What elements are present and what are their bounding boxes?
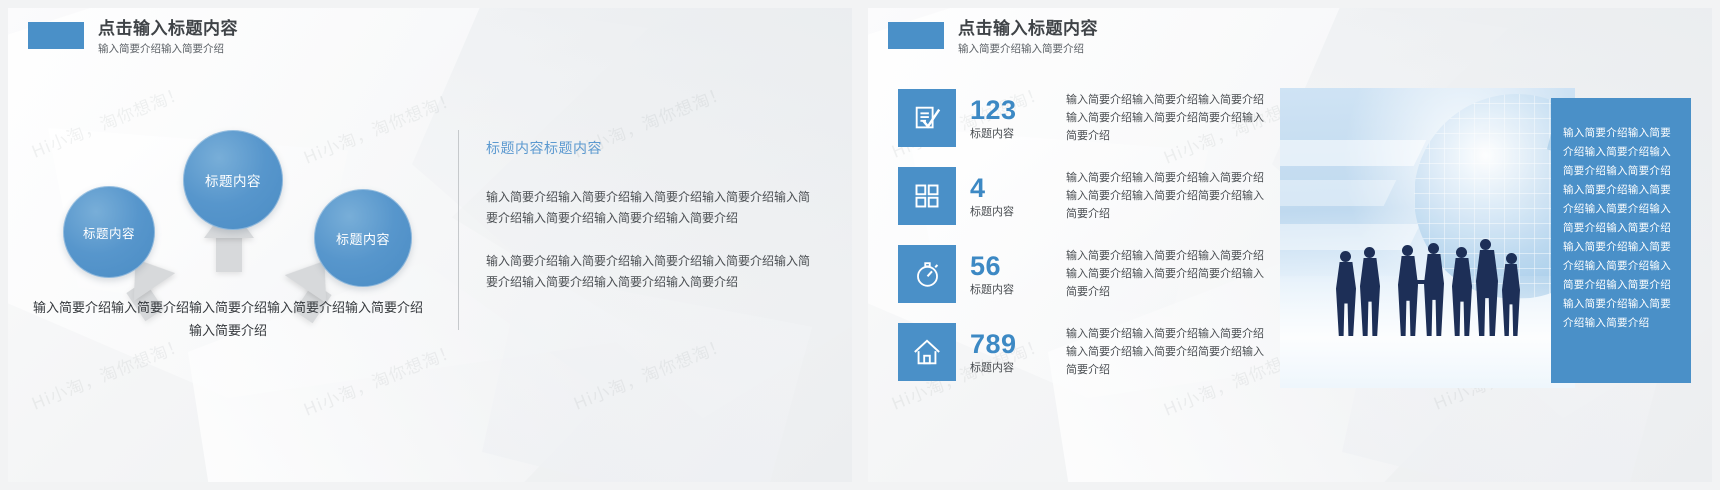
- photo-chevron: [1280, 180, 1397, 206]
- stat-number: 4: [970, 172, 986, 203]
- slide-1-text-block: 标题内容标题内容 输入简要介绍输入简要介绍输入简要介绍输入简要介绍输入简要介绍输…: [486, 138, 816, 293]
- diagram-circle-3[interactable]: 标题内容: [314, 189, 412, 287]
- stat-label: 标题内容: [970, 283, 1014, 296]
- body-paragraph-1: 输入简要介绍输入简要介绍输入简要介绍输入简要介绍输入简要介绍输入简要介绍输入简要…: [486, 190, 811, 225]
- business-people-photo: [1280, 88, 1575, 388]
- circles-diagram: 标题内容 标题内容 标题内容: [8, 104, 448, 384]
- body-paragraph-2: 输入简要介绍输入简要介绍输入简要介绍输入简要介绍输入简要介绍输入简要介绍输入简要…: [486, 254, 811, 289]
- home-icon: [898, 323, 956, 381]
- page-subtitle: 输入简要介绍输入简要介绍: [98, 43, 224, 55]
- header-accent-bar: [888, 22, 944, 49]
- grid-squares-icon: [898, 167, 956, 225]
- stat-item[interactable]: 789 标题内容 输入简要介绍输入简要介绍输入简要介绍输入简要介绍输入简要介绍简…: [898, 322, 1273, 382]
- stat-label: 标题内容: [970, 127, 1014, 140]
- slide-1-content: Hi小淘，淘你想淘！ Hi小淘，淘你想淘！ Hi小淘，淘你想淘！ Hi小淘，淘你…: [8, 8, 852, 482]
- page-subtitle: 输入简要介绍输入简要介绍: [958, 43, 1084, 55]
- diagram-caption: 输入简要介绍输入简要介绍输入简要介绍输入简要介绍输入简要介绍输入简要介绍: [32, 300, 423, 338]
- page-title: 点击输入标题内容: [98, 19, 238, 38]
- slide-1: Hi小淘，淘你想淘！ Hi小淘，淘你想淘！ Hi小淘，淘你想淘！ Hi小淘，淘你…: [0, 0, 860, 490]
- clipboard-check-icon: [898, 89, 956, 147]
- stat-description: 输入简要介绍输入简要介绍输入简要介绍输入简要介绍输入简要介绍简要介绍输入简要介绍: [1066, 94, 1264, 142]
- stat-item[interactable]: 123 标题内容 输入简要介绍输入简要介绍输入简要介绍输入简要介绍输入简要介绍简…: [898, 88, 1273, 148]
- side-panel-text: 输入简要介绍输入简要介绍输入简要介绍输入简要介绍输入简要介绍输入简要介绍输入简要…: [1563, 127, 1671, 329]
- stat-description: 输入简要介绍输入简要介绍输入简要介绍输入简要介绍输入简要介绍简要介绍输入简要介绍: [1066, 328, 1264, 376]
- slide-2-header: 点击输入标题内容 输入简要介绍输入简要介绍: [888, 18, 1098, 57]
- background-facet: [908, 128, 1208, 318]
- stat-item[interactable]: 4 标题内容 输入简要介绍输入简要介绍输入简要介绍输入简要介绍输入简要介绍简要介…: [898, 166, 1273, 226]
- stats-list: 123 标题内容 输入简要介绍输入简要介绍输入简要介绍输入简要介绍输入简要介绍简…: [898, 88, 1273, 400]
- stat-description: 输入简要介绍输入简要介绍输入简要介绍输入简要介绍输入简要介绍简要介绍输入简要介绍: [1066, 172, 1264, 220]
- stat-number: 123: [970, 94, 1017, 125]
- header-accent-bar: [28, 22, 84, 49]
- stat-label: 标题内容: [970, 205, 1014, 218]
- arrow-stem-center: [216, 232, 242, 272]
- stat-number: 789: [970, 328, 1017, 359]
- stat-number: 56: [970, 250, 1002, 281]
- stat-label: 标题内容: [970, 361, 1014, 374]
- vertical-divider: [458, 130, 459, 330]
- slide-2: Hi小淘，淘你想淘！ Hi小淘，淘你想淘！ Hi小淘，淘你想淘！ Hi小淘，淘你…: [860, 0, 1720, 490]
- people-silhouettes: [1324, 216, 1544, 336]
- stat-item[interactable]: 56 标题内容 输入简要介绍输入简要介绍输入简要介绍输入简要介绍输入简要介绍简要…: [898, 244, 1273, 304]
- stopwatch-icon: [898, 245, 956, 303]
- page-title: 点击输入标题内容: [958, 19, 1098, 38]
- slide-1-header: 点击输入标题内容 输入简要介绍输入简要介绍: [28, 18, 238, 57]
- side-text-panel: 输入简要介绍输入简要介绍输入简要介绍输入简要介绍输入简要介绍输入简要介绍输入简要…: [1551, 98, 1691, 383]
- diagram-circle-2[interactable]: 标题内容: [183, 130, 283, 230]
- photo-chevron: [1280, 140, 1427, 166]
- diagram-circle-1[interactable]: 标题内容: [63, 186, 155, 278]
- body-heading: 标题内容标题内容: [486, 140, 602, 156]
- stat-description: 输入简要介绍输入简要介绍输入简要介绍输入简要介绍输入简要介绍简要介绍输入简要介绍: [1066, 250, 1264, 298]
- slide-2-content: Hi小淘，淘你想淘！ Hi小淘，淘你想淘！ Hi小淘，淘你想淘！ Hi小淘，淘你…: [868, 8, 1712, 482]
